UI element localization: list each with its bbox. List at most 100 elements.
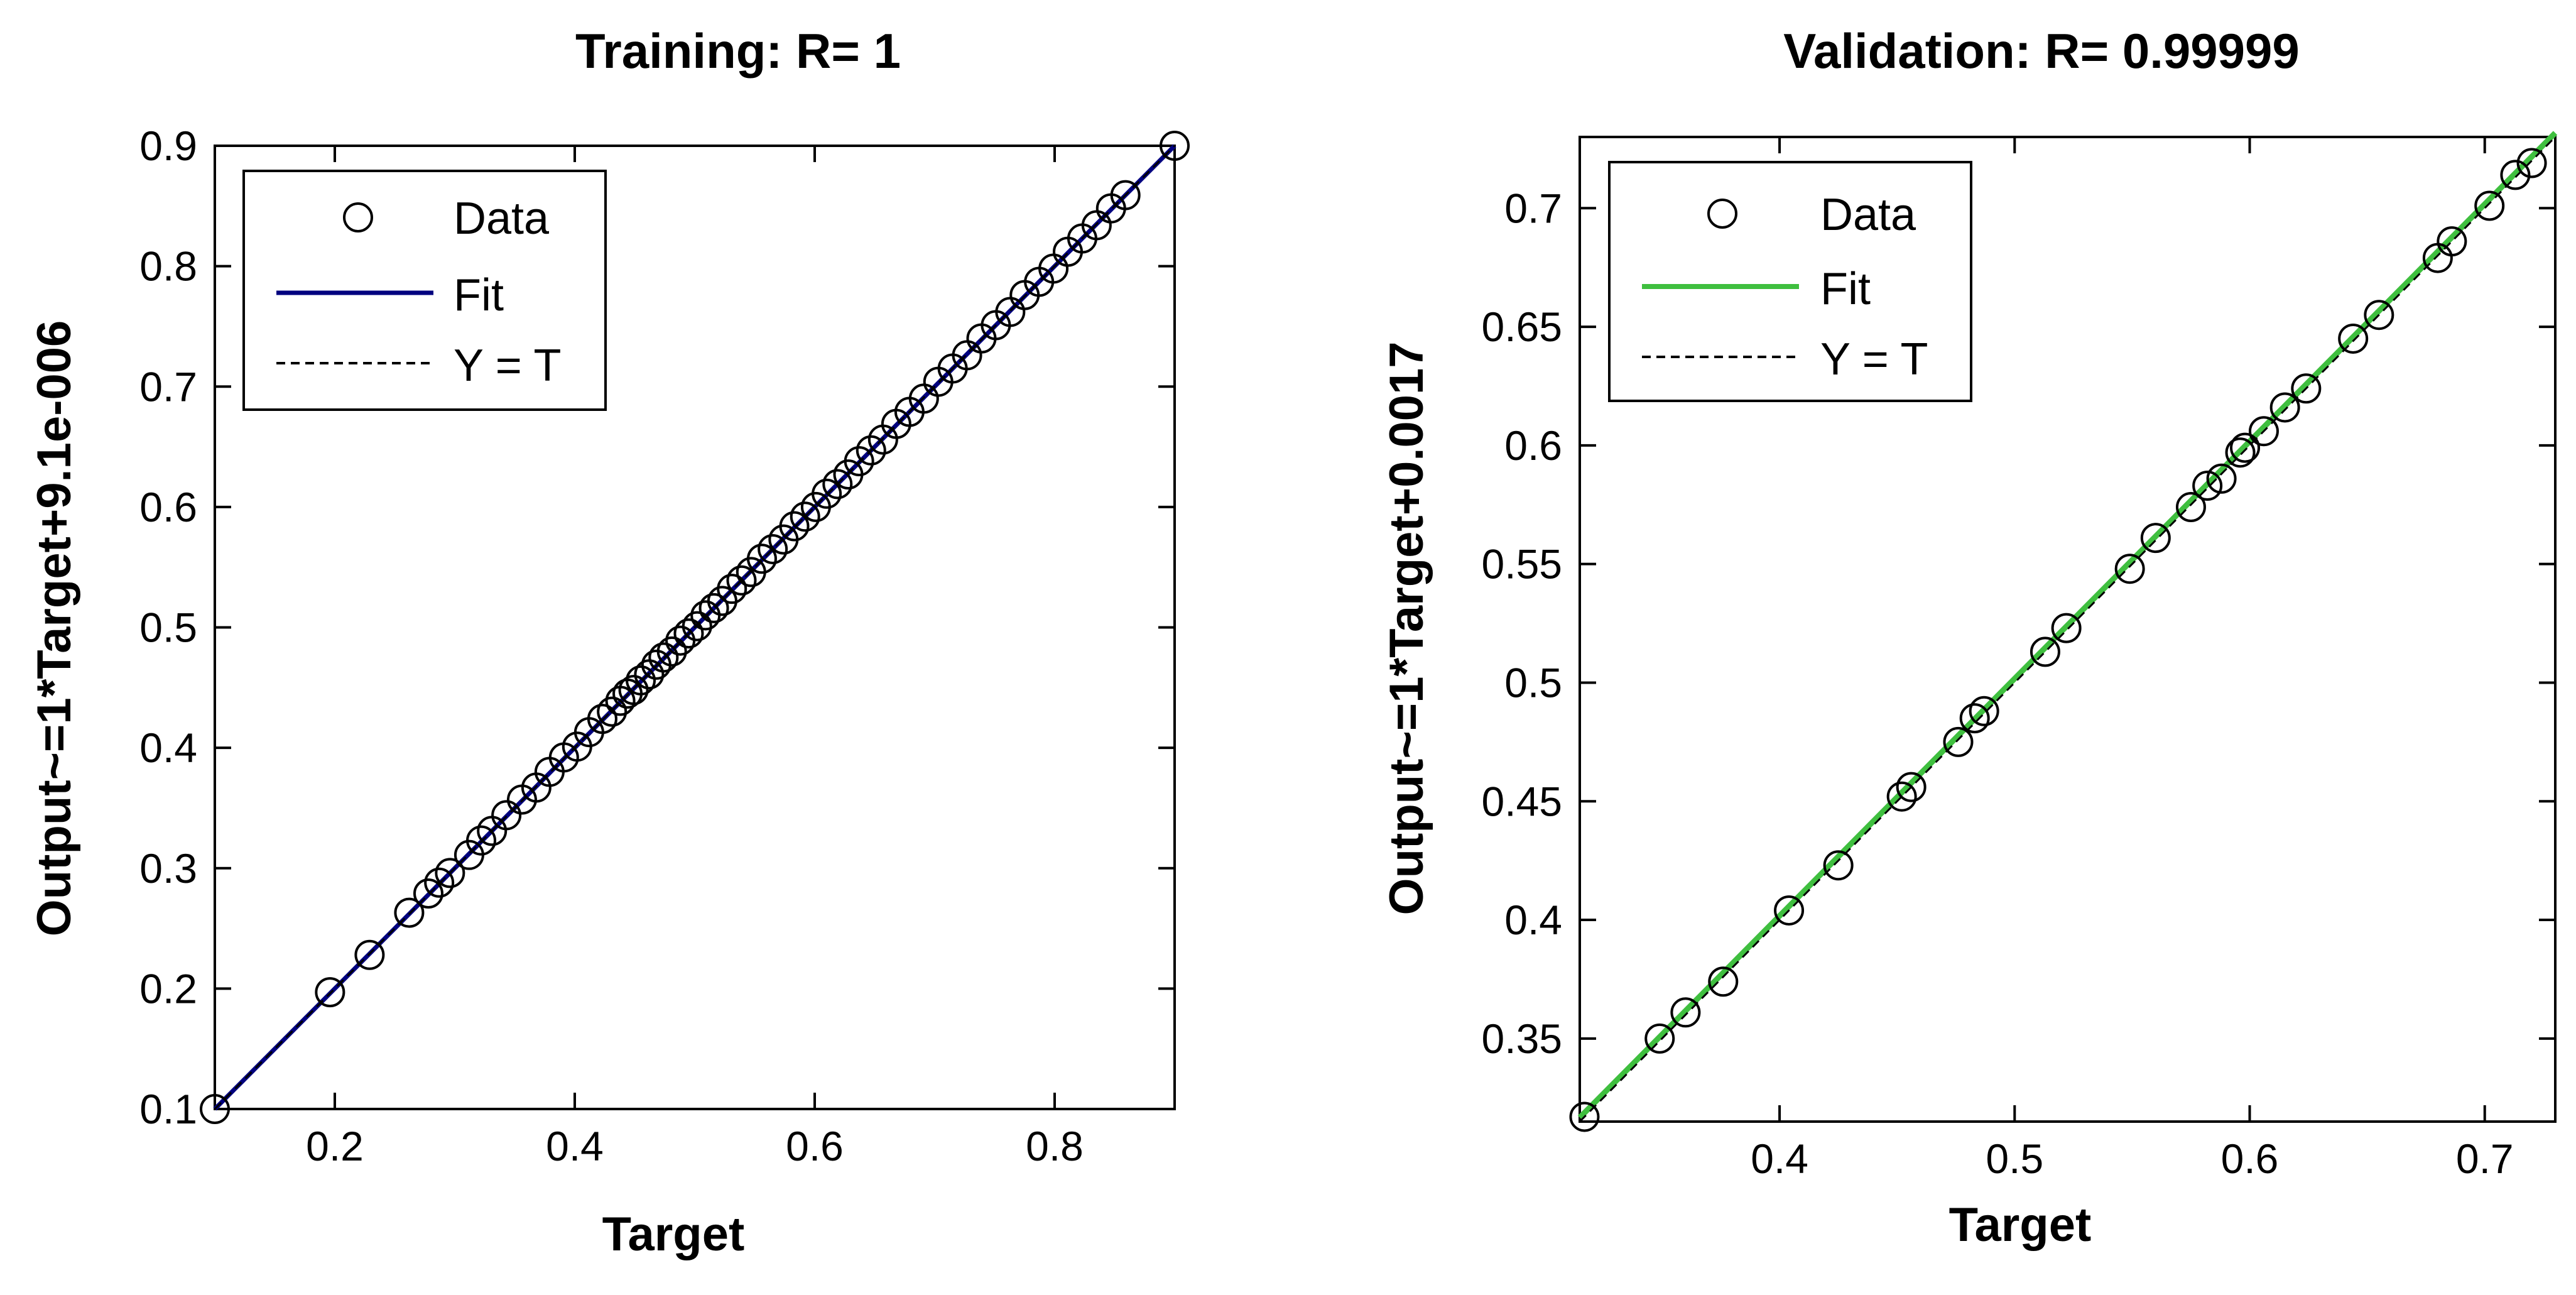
validation-x-tick-label: 0.6: [2221, 1135, 2279, 1182]
training-data-point: [822, 469, 853, 500]
training-data-point: [717, 574, 747, 604]
training-data-point: [656, 636, 687, 667]
training-data-point: [648, 642, 679, 673]
training-data-point: [466, 825, 497, 856]
validation-legend-fit-label: Fit: [1820, 264, 1871, 314]
training-legend-yt-label: Y = T: [454, 341, 561, 391]
training-y-axis-label: Output~=1*Target+9.1e-006: [28, 320, 81, 937]
validation-data-point: [2030, 637, 2060, 667]
validation-fit-line: [1577, 131, 2558, 1120]
training-data-point: [758, 533, 788, 564]
training-data-point: [618, 675, 649, 706]
training-ticks: 0.2 0.4 0.6 0.8 0.1 0.2 0.3 0.4 0.5 0.6 0.7 0.8 0.9: [139, 123, 1175, 1169]
validation-data-point: [1896, 772, 1927, 802]
validation-data-point: [2364, 300, 2394, 331]
validation-y-tick-label: 0.6: [1504, 422, 1562, 469]
validation-data-point: [2140, 523, 2171, 554]
validation-legend-data-marker: [1707, 199, 1737, 229]
training-y-tick-label: 0.1: [139, 1086, 197, 1132]
training-data-point: [413, 878, 443, 909]
training-data-point: [844, 446, 874, 477]
training-data-point: [491, 800, 522, 831]
validation-data-point: [1708, 966, 1739, 997]
training-x-tick-label: 0.6: [786, 1123, 844, 1169]
training-data-point: [424, 867, 455, 898]
training-data-point: [1110, 180, 1141, 210]
training-data-point: [597, 696, 628, 727]
validation-y-tick-label: 0.4: [1504, 897, 1562, 943]
training-x-axis-label: Target: [602, 1208, 745, 1261]
training-y-tick-label: 0.7: [139, 363, 197, 410]
training-data-point: [673, 618, 704, 649]
validation-data-point: [2474, 190, 2505, 221]
training-y-tick-label: 0.8: [139, 243, 197, 290]
validation-data-point: [1943, 726, 1974, 757]
training-data-point: [1160, 131, 1190, 161]
validation-data-point: [1774, 895, 1805, 926]
validation-x-tick-label: 0.5: [1986, 1135, 2043, 1182]
training-x-tick-label: 0.4: [546, 1123, 604, 1169]
validation-data-point: [2225, 437, 2256, 468]
validation-legend-box: [1608, 161, 1972, 402]
training-data-point: [435, 858, 465, 888]
validation-data-point: [2516, 148, 2547, 178]
training-y-tick-label: 0.5: [139, 604, 197, 651]
validation-y-tick-label: 0.55: [1482, 541, 1562, 587]
validation-data-point: [1569, 1101, 1600, 1132]
training-data-point: [682, 611, 712, 642]
training-data-point: [587, 704, 617, 735]
validation-x-tick-label: 0.7: [2456, 1135, 2514, 1182]
training-panel: Training: R= 1 0.2 0.4 0.6 0.80.10.20.30.40…: [28, 23, 1190, 1261]
validation-data-point: [2338, 323, 2369, 354]
validation-legend-data-label: Data: [1820, 190, 1916, 240]
validation-data-point: [2230, 432, 2261, 463]
validation-plot-area: [1569, 131, 2558, 1132]
training-legend-data-label: Data: [454, 194, 550, 244]
training-data-point: [812, 478, 842, 509]
training-legend-data-marker: [343, 202, 373, 232]
training-x-tick-label: 0.2: [306, 1123, 364, 1169]
training-title: Training: R= 1: [575, 23, 901, 79]
training-data-point: [726, 565, 757, 596]
training-x-tick-label: 0.8: [1026, 1123, 1084, 1169]
validation-y-tick-label: 0.35: [1482, 1015, 1562, 1062]
validation-y-tick-label: 0.45: [1482, 778, 1562, 824]
training-legend-fit-label: Fit: [454, 270, 504, 320]
training-plot-area: [200, 131, 1190, 1124]
training-data-point: [698, 593, 729, 623]
training-data-point: [200, 1094, 230, 1124]
training-y-tick-label: 0.9: [139, 123, 197, 169]
validation-ticks: 0.4 0.5 0.6 0.7 0.35 0.4 0.45 0.5 0.55 0.6 0.65 0.7: [1482, 137, 2555, 1182]
validation-y-tick-label: 0.5: [1504, 659, 1562, 706]
training-data-point: [779, 511, 810, 542]
validation-data-point: [1670, 997, 1701, 1028]
training-data-point: [856, 435, 886, 466]
validation-data-point: [2192, 471, 2223, 501]
training-data-point: [394, 897, 425, 928]
validation-data-point: [2114, 554, 2145, 584]
validation-data-point: [1823, 850, 1854, 881]
validation-title: Validation: R= 0.99999: [1783, 23, 2300, 79]
training-data-point: [746, 544, 777, 574]
validation-data-point: [1959, 703, 1990, 734]
validation-y-axis-label: Output~=1*Target+0.0017: [1380, 341, 1433, 915]
validation-data-point: [2175, 492, 2206, 523]
training-data-point: [354, 939, 385, 970]
training-legend: Data Fit Y = T: [242, 170, 607, 411]
training-data-point: [315, 977, 345, 1008]
validation-legend: Data Fit Y = T: [1608, 161, 1972, 402]
validation-panel: Validation: R= 0.99999 0.4 0.5 0.6 0.7 0.35 0…: [1380, 23, 2558, 1252]
training-data-point: [626, 665, 656, 696]
training-y-tick-label: 0.3: [139, 845, 197, 892]
training-y-tick-label: 0.6: [139, 484, 197, 530]
training-y-tick-label: 0.4: [139, 724, 197, 771]
validation-data-point: [1644, 1023, 1675, 1054]
validation-data-point: [2291, 373, 2322, 404]
validation-data-point: [2437, 226, 2467, 257]
training-y-tick-label: 0.2: [139, 965, 197, 1012]
validation-x-axis-label: Target: [1949, 1198, 2092, 1252]
validation-data-point: [2248, 416, 2279, 447]
validation-data-point: [2051, 613, 2082, 643]
training-data-point: [790, 501, 820, 532]
